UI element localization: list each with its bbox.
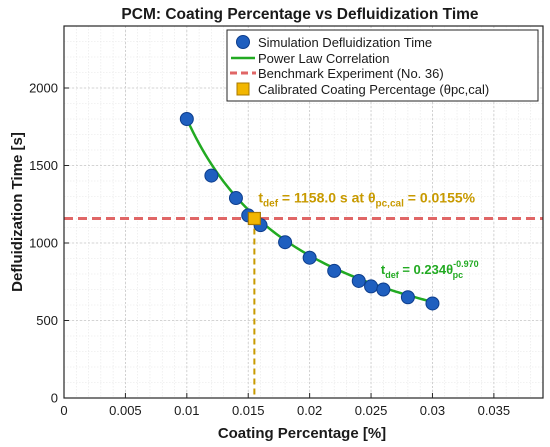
legend-label-calibrated: Calibrated Coating Percentage (θpc,cal) (258, 82, 489, 97)
y-tick-label: 0 (51, 391, 58, 406)
legend-marker-simulation (236, 35, 250, 49)
simulation-point (351, 273, 366, 288)
calibrated-marker (247, 211, 261, 226)
y-tick-label: 1000 (29, 236, 58, 251)
simulation-point (204, 168, 219, 183)
chart-title: PCM: Coating Percentage vs Defluidizatio… (121, 6, 479, 23)
plot-frame (63, 25, 544, 399)
annotation-layer: tdef = 1158.0 s at θpc,cal = 0.0155% tdef… (258, 190, 478, 280)
simulation-point (302, 250, 317, 265)
legend-marker-calibrated (236, 82, 250, 96)
y-axis: 0 500 1000 1500 2000 (29, 81, 69, 406)
y-axis-label: Defluidization Time [s] (9, 132, 26, 292)
x-tick-label: 0.015 (232, 403, 265, 418)
x-tick-label: 0.01 (174, 403, 199, 418)
simulation-point (179, 112, 194, 126)
simulation-point (228, 191, 243, 206)
legend-label-simulation: Simulation Defluidization Time (258, 35, 432, 50)
series-layer (64, 112, 543, 398)
simulation-point (400, 290, 415, 305)
simulation-point (376, 282, 391, 297)
legend-label-power-law: Power Law Correlation (258, 51, 390, 66)
x-tick-label: 0.025 (355, 403, 388, 418)
x-tick-label: 0.03 (420, 403, 445, 418)
calibration-annotation: tdef = 1158.0 s at θpc,cal = 0.0155% (258, 190, 475, 210)
x-tick-label: 0.035 (478, 403, 511, 418)
fit-equation-annotation: tdef = 0.234θ-0.970 pc (381, 259, 479, 280)
simulation-point (364, 279, 379, 294)
legend: Simulation Defluidization Time Power Law… (226, 29, 539, 102)
x-tick-label: 0 (60, 403, 67, 418)
x-tick-label: 0.005 (109, 403, 142, 418)
y-tick-label: 500 (36, 313, 58, 328)
y-tick-label: 1500 (29, 158, 58, 173)
simulation-point (425, 296, 440, 311)
x-tick-label: 0.02 (297, 403, 322, 418)
y-tick-label: 2000 (29, 81, 58, 96)
legend-label-benchmark: Benchmark Experiment (No. 36) (258, 66, 444, 81)
x-axis: 0 0.005 0.01 0.015 0.02 0.025 0.03 0.035 (60, 393, 510, 418)
x-axis-label: Coating Percentage [%] (218, 425, 386, 442)
simulation-point (278, 235, 293, 250)
simulation-point (327, 263, 342, 278)
legend-box (226, 29, 539, 102)
